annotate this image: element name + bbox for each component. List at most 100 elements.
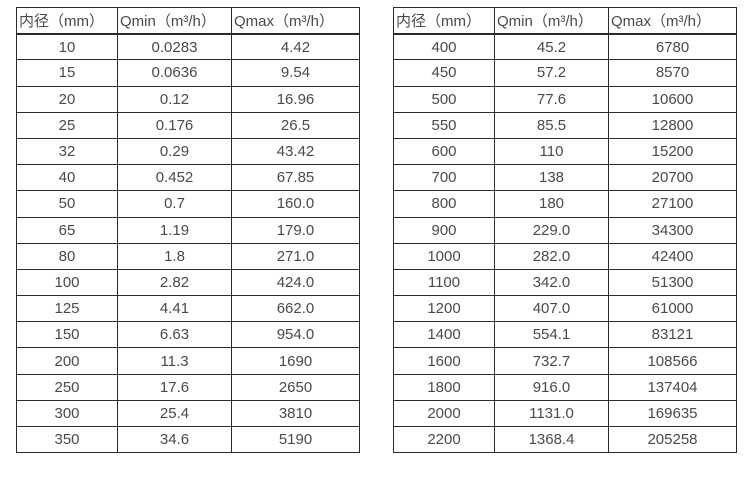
header-row: 内径（mm） Qmin（m³/h） Qmax（m³/h）	[393, 6, 737, 35]
table-row: 300 25.4 3810	[16, 399, 360, 428]
column-header: Qmin（m³/h）	[494, 6, 609, 35]
header-row: 内径（mm） Qmin（m³/h） Qmax（m³/h）	[16, 6, 360, 35]
column-header: Qmax（m³/h）	[608, 6, 737, 35]
table-row: 500 77.6 10600	[393, 85, 737, 113]
table-row: 32 0.29 43.42	[16, 137, 360, 166]
table-cell: 4.42	[231, 33, 360, 61]
table-cell: 200	[16, 347, 118, 375]
table-cell: 0.0283	[117, 33, 232, 61]
table-cell: 1600	[393, 347, 495, 375]
table-cell: 25.4	[117, 399, 232, 428]
table-cell: 732.7	[494, 347, 609, 375]
table-body: 10 0.0283 4.42 15 0.0636 9.54 20 0.12 16.96 25 0.1…	[16, 33, 360, 454]
table-cell: 43.42	[231, 137, 360, 166]
table-cell: 77.6	[494, 85, 609, 113]
table-cell: 8570	[608, 59, 737, 87]
table-cell: 150	[16, 321, 118, 349]
table-cell: 954.0	[231, 321, 360, 349]
table-cell: 160.0	[231, 190, 360, 218]
table-cell: 1400	[393, 321, 495, 349]
table-cell: 137404	[608, 373, 737, 401]
table-cell: 2200	[393, 425, 495, 454]
table-cell: 0.452	[117, 164, 232, 192]
table-cell: 424.0	[231, 268, 360, 297]
table-row: 25 0.176 26.5	[16, 111, 360, 139]
table-cell: 0.12	[117, 85, 232, 113]
table-cell: 600	[393, 137, 495, 166]
column-header: Qmax（m³/h）	[231, 6, 360, 35]
table-cell: 169635	[608, 399, 737, 428]
table-cell: 450	[393, 59, 495, 87]
table-cell: 662.0	[231, 295, 360, 323]
table-cell: 40	[16, 164, 118, 192]
table-row: 150 6.63 954.0	[16, 321, 360, 349]
column-header: Qmin（m³/h）	[117, 6, 232, 35]
table-cell: 2000	[393, 399, 495, 428]
table-row: 1200 407.0 61000	[393, 295, 737, 323]
table-cell: 65	[16, 216, 118, 244]
table-cell: 1690	[231, 347, 360, 375]
table-cell: 10	[16, 33, 118, 61]
table-cell: 51300	[608, 268, 737, 297]
table-cell: 67.85	[231, 164, 360, 192]
table-row: 80 1.8 271.0	[16, 242, 360, 270]
table-row: 700 138 20700	[393, 164, 737, 192]
table-row: 900 229.0 34300	[393, 216, 737, 244]
table-cell: 554.1	[494, 321, 609, 349]
table-row: 450 57.2 8570	[393, 59, 737, 87]
table-cell: 0.29	[117, 137, 232, 166]
table-row: 1400 554.1 83121	[393, 321, 737, 349]
table-cell: 17.6	[117, 373, 232, 401]
table-cell: 50	[16, 190, 118, 218]
table-row: 1000 282.0 42400	[393, 242, 737, 270]
table-row: 600 110 15200	[393, 137, 737, 166]
table-cell: 400	[393, 33, 495, 61]
table-cell: 108566	[608, 347, 737, 375]
table-cell: 80	[16, 242, 118, 270]
table-cell: 700	[393, 164, 495, 192]
table-header: 内径（mm） Qmin（m³/h） Qmax（m³/h）	[393, 6, 737, 35]
table-cell: 11.3	[117, 347, 232, 375]
table-cell: 342.0	[494, 268, 609, 297]
table-cell: 6.63	[117, 321, 232, 349]
table-cell: 1.8	[117, 242, 232, 270]
flow-range-table-dn10-350: 内径（mm） Qmin（m³/h） Qmax（m³/h） 10 0.0283 4.42 1…	[16, 6, 360, 454]
table-cell: 179.0	[231, 216, 360, 244]
table-cell: 15	[16, 59, 118, 87]
table-cell: 20	[16, 85, 118, 113]
table-cell: 282.0	[494, 242, 609, 270]
table-cell: 3810	[231, 399, 360, 428]
table-cell: 85.5	[494, 111, 609, 139]
table-cell: 27100	[608, 190, 737, 218]
table-row: 65 1.19 179.0	[16, 216, 360, 244]
table-cell: 916.0	[494, 373, 609, 401]
table-cell: 10600	[608, 85, 737, 113]
table-row: 125 4.41 662.0	[16, 295, 360, 323]
table-cell: 100	[16, 268, 118, 297]
table-cell: 1.19	[117, 216, 232, 244]
table-row: 50 0.7 160.0	[16, 190, 360, 218]
table-row: 10 0.0283 4.42	[16, 33, 360, 61]
table-cell: 34.6	[117, 425, 232, 454]
table-row: 2200 1368.4 205258	[393, 425, 737, 454]
table-cell: 83121	[608, 321, 737, 349]
table-cell: 2.82	[117, 268, 232, 297]
table-cell: 1368.4	[494, 425, 609, 454]
table-cell: 1131.0	[494, 399, 609, 428]
table-cell: 180	[494, 190, 609, 218]
table-cell: 205258	[608, 425, 737, 454]
table-cell: 229.0	[494, 216, 609, 244]
table-row: 800 180 27100	[393, 190, 737, 218]
table-cell: 6780	[608, 33, 737, 61]
table-row: 15 0.0636 9.54	[16, 59, 360, 87]
table-cell: 900	[393, 216, 495, 244]
table-cell: 0.176	[117, 111, 232, 139]
table-body: 400 45.2 6780 450 57.2 8570 500 77.6 10600 550 85.…	[393, 33, 737, 454]
table-cell: 1000	[393, 242, 495, 270]
table-cell: 407.0	[494, 295, 609, 323]
table-cell: 12800	[608, 111, 737, 139]
table-cell: 15200	[608, 137, 737, 166]
table-cell: 34300	[608, 216, 737, 244]
column-header: 内径（mm）	[16, 6, 118, 35]
table-row: 1600 732.7 108566	[393, 347, 737, 375]
